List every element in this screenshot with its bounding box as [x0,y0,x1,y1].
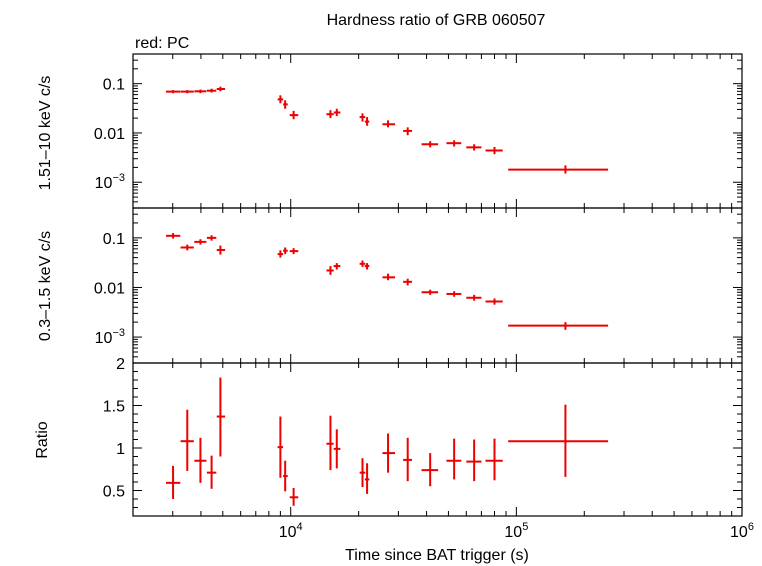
chart-title: Hardness ratio of GRB 060507 [327,12,546,29]
plot-frame-hard [132,53,743,209]
data-point-hard [277,95,284,104]
data-point-hard [206,88,217,93]
y-tick-label-hard: 10−3 [95,172,125,192]
data-point-ratio [364,463,370,494]
data-point-ratio [165,465,181,499]
x-tick-label: 106 [730,521,754,541]
data-point-hard [333,108,341,117]
y-tick-label-ratio: 0.5 [103,484,125,501]
data-point-ratio [466,439,482,482]
y-tick-label-soft: 0.01 [94,280,125,297]
y-axis-label-soft: 0.3–1.5 keV c/s [37,231,54,341]
data-point-soft [382,273,396,281]
data-point-soft [446,291,462,297]
data-point-ratio [382,433,396,473]
panel-hard-band: 1.51–10 keV c/s 0.1 0.01 10−3 [37,53,743,209]
data-point-ratio [216,377,226,457]
plot-frame-soft [132,207,743,364]
data-point-ratio [283,460,288,492]
data-point-ratio [421,453,439,487]
data-point-soft [485,298,503,305]
data-point-hard [283,100,288,109]
data-point-hard [165,90,181,94]
data-point-ratio [485,438,503,481]
data-point-ratio [194,437,207,483]
data-point-soft [364,263,370,270]
x-tick-label: 105 [504,521,528,541]
data-point-soft [333,263,341,270]
panel-soft-band: 0.3–1.5 keV c/s 0.1 0.01 10−3 [37,207,743,364]
data-point-ratio [446,438,462,480]
data-point-hard [364,117,370,126]
data-point-hard [180,90,194,94]
y-tick-label-soft: 0.1 [103,231,125,248]
data-point-hard [326,110,334,119]
data-point-hard [403,127,413,136]
data-point-hard [289,110,299,120]
data-point-ratio [277,416,284,478]
data-point-soft [194,239,207,245]
data-point-hard [446,140,462,147]
data-point-ratio [403,437,413,482]
data-point-soft [359,260,366,267]
data-point-hard [382,120,396,128]
data-point-ratio [359,458,366,488]
data-point-ratio [206,455,217,489]
data-point-hard [216,86,226,92]
legend-note: red: PC [135,35,189,52]
y-tick-label-ratio: 1 [116,441,125,458]
data-point-hard [359,113,366,122]
data-point-hard [421,141,439,148]
data-point-soft [216,245,226,255]
data-point-ratio [180,409,194,471]
data-point-hard [508,165,609,174]
data-point-soft [277,250,284,258]
data-point-hard [485,146,503,155]
data-point-soft [289,248,299,255]
data-point-hard [194,89,207,94]
y-axis-label-ratio: Ratio [34,421,51,458]
data-point-ratio [508,404,609,477]
data-point-soft [508,322,609,330]
y-axis-label-hard: 1.51–10 keV c/s [37,76,54,191]
panel-ratio: Ratio 0.5 1 1.5 2 104 105 106 [34,356,754,541]
data-point-ratio [326,415,334,471]
plot-frame-ratio [132,362,743,517]
data-point-soft [206,235,217,241]
data-point-soft [180,244,194,251]
data-point-ratio [333,429,341,469]
data-point-soft [283,247,288,255]
y-tick-label-hard: 0.01 [94,126,125,143]
data-point-soft [165,233,181,239]
data-point-soft [466,294,482,301]
data-point-soft [421,289,439,295]
y-tick-label-ratio: 1.5 [103,399,125,416]
x-axis-label: Time since BAT trigger (s) [345,547,529,564]
data-point-soft [326,266,334,275]
y-tick-label-soft: 10−3 [95,327,125,347]
y-tick-label-ratio: 2 [116,356,125,373]
y-tick-label-hard: 0.1 [103,77,125,94]
data-point-soft [403,278,413,286]
x-tick-label: 104 [279,521,303,541]
data-point-ratio [289,487,299,506]
data-point-hard [466,144,482,151]
